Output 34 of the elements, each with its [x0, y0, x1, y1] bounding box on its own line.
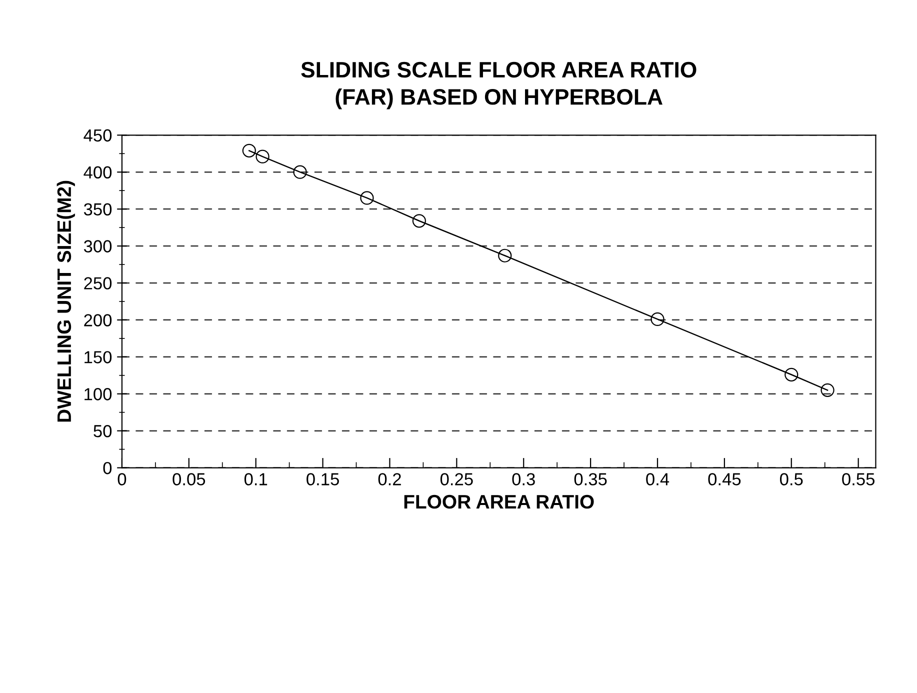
x-tick-label: 0.05: [172, 473, 206, 486]
x-tick-label: 0.4: [646, 473, 670, 486]
y-tick-label: 350: [84, 203, 112, 216]
y-tick-label: 150: [84, 351, 112, 364]
point: [498, 248, 512, 262]
x-tick-label: 0.2: [378, 473, 401, 486]
y-tick-label: 250: [84, 277, 112, 290]
point: [256, 150, 270, 164]
y-tick-label: 100: [84, 388, 112, 400]
y-tick-label: 300: [84, 240, 112, 252]
point: [412, 214, 426, 228]
point: [242, 144, 256, 158]
y-tick-label: 0: [103, 462, 112, 474]
x-axis-title: FLOOR AREA RATIO: [404, 494, 594, 509]
point: [650, 312, 664, 326]
x-tick-label: 0.35: [574, 473, 607, 486]
x-tick-label: 0.15: [306, 473, 339, 486]
y-tick-label: 450: [84, 129, 112, 142]
x-tick-label: 0: [118, 473, 126, 486]
y-tick-label: 400: [84, 166, 112, 179]
y-tick-label: 50: [94, 424, 112, 438]
x-tick-label: 0.5: [780, 473, 803, 486]
chart-title: SLIDING SCALE FLOOR AREA RATIO (FAR) BASED ON HYPERBOLA: [301, 62, 696, 110]
x-tick-label: 0.55: [842, 473, 874, 486]
point: [360, 191, 374, 205]
x-tick-label: 0.1: [244, 473, 268, 486]
point: [820, 383, 834, 397]
y-tick-label: 200: [84, 314, 112, 326]
point: [293, 165, 307, 179]
point: [784, 368, 798, 382]
x-tick-label: 0.3: [512, 473, 535, 486]
y-axis-title: DWELLING UNIT SIZE(M2): [56, 180, 75, 422]
x-tick-label: 0.25: [440, 473, 473, 486]
x-tick-label: 0.45: [708, 473, 741, 486]
